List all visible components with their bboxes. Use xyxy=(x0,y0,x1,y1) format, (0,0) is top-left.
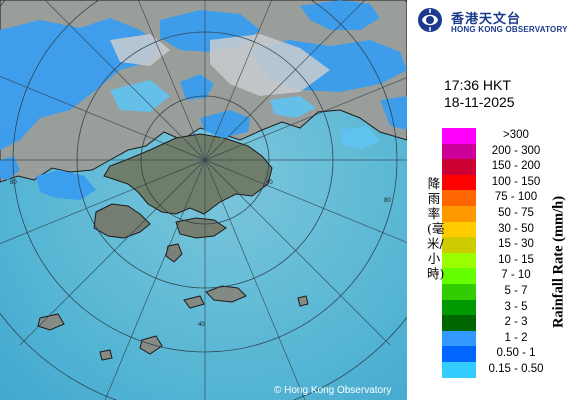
legend-swatch xyxy=(442,128,476,144)
hko-logo: 香港天文台 HONG KONG OBSERVATORY xyxy=(413,3,573,39)
ring-label-east-40: 40 xyxy=(266,180,273,186)
legend-swatch xyxy=(442,299,476,316)
legend-swatch xyxy=(442,237,476,253)
legend-panel: 香港天文台 HONG KONG OBSERVATORY 17:36 HKT 18… xyxy=(407,0,577,400)
legend-label: 1 - 2 xyxy=(504,331,528,344)
legend-swatch xyxy=(442,315,476,331)
legend-swatch xyxy=(442,174,476,191)
legend-label: 2 - 3 xyxy=(504,316,528,329)
legend-label: 3 - 5 xyxy=(504,300,528,313)
ring-label-east-80: 80 xyxy=(384,198,391,204)
legend-swatch xyxy=(442,330,476,347)
legend-color-bar xyxy=(442,128,476,378)
eastern-island-2 xyxy=(183,295,205,309)
legend-label: 7 - 10 xyxy=(501,269,531,282)
hong-kong-island xyxy=(175,217,227,239)
south-island-2 xyxy=(139,335,163,355)
legend-label: 100 - 150 xyxy=(491,175,541,188)
south-island-3 xyxy=(99,349,113,361)
legend-swatch xyxy=(442,252,476,269)
legend-swatch xyxy=(442,143,476,160)
south-island-1 xyxy=(37,313,65,331)
legend-label: >300 xyxy=(503,129,529,141)
legend-label: 15 - 30 xyxy=(498,238,534,251)
lantau-island xyxy=(93,203,151,239)
legend-label: 200 - 300 xyxy=(491,144,541,157)
new-territories-land xyxy=(103,133,273,215)
legend-label: 0.50 - 1 xyxy=(496,347,536,360)
legend-swatch xyxy=(442,159,476,175)
legend-label: 0.15 - 0.50 xyxy=(488,362,544,375)
logo-english-name: HONG KONG OBSERVATORY xyxy=(451,25,568,34)
legend-label: 75 - 100 xyxy=(494,191,538,204)
legend-swatch xyxy=(442,205,476,222)
eastern-island-1 xyxy=(205,285,247,303)
legend-labels: >300 200 - 300 150 - 200 100 - 150 75 - 100 5… xyxy=(481,128,551,378)
hko-logo-icon xyxy=(418,8,442,32)
legend-title-chinese: 降雨率(毫米/小時) xyxy=(427,176,445,281)
legend-swatch xyxy=(442,283,476,300)
legend-swatch xyxy=(442,190,476,206)
radial-spokes xyxy=(0,0,407,400)
legend-label: 5 - 7 xyxy=(504,284,528,297)
ring-label-south-40: 40 xyxy=(198,322,205,328)
legend-swatch xyxy=(442,346,476,362)
legend-title-english: Rainfall Rate (mm/h) xyxy=(550,195,567,329)
lamma-island xyxy=(165,243,183,263)
rain-echoes-light xyxy=(110,80,380,150)
logo-chinese-name: 香港天文台 xyxy=(451,12,522,27)
ring-label-west-80: 80 xyxy=(10,180,17,186)
legend-swatch xyxy=(442,361,476,378)
radar-date: 18-11-2025 xyxy=(444,94,515,110)
legend-label: 10 - 15 xyxy=(498,253,534,266)
radar-time: 17:36 HKT xyxy=(444,77,511,93)
legend-swatch xyxy=(442,268,476,284)
radar-map: 80 40 40 80 xyxy=(0,0,407,400)
legend-label: 50 - 75 xyxy=(498,206,534,219)
copyright-notice: © Hong Kong Observatory xyxy=(274,385,392,396)
legend-label: 150 - 200 xyxy=(491,160,541,173)
legend-label: 30 - 50 xyxy=(498,222,534,235)
south-island-4 xyxy=(297,295,309,307)
legend-swatch xyxy=(442,221,476,238)
